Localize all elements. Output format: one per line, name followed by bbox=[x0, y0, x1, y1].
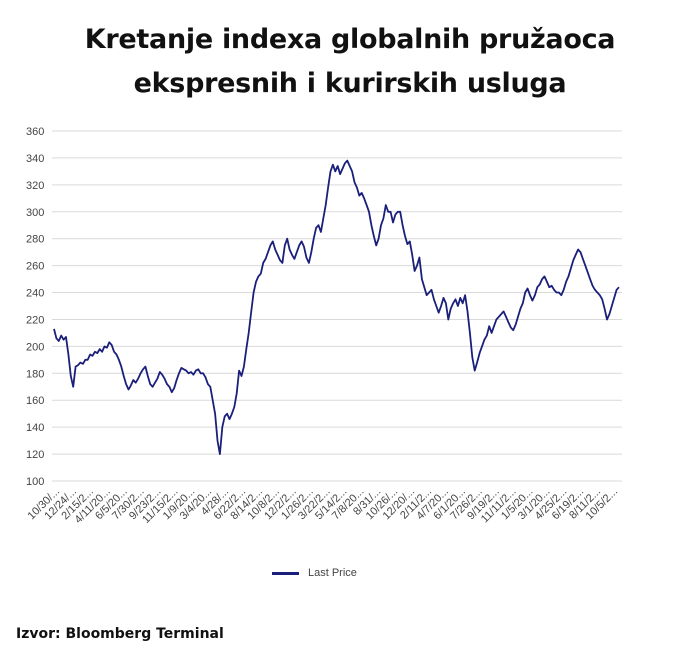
y-tick-label: 280 bbox=[26, 234, 44, 246]
y-tick-label: 260 bbox=[26, 261, 44, 273]
legend-swatch bbox=[272, 571, 299, 575]
y-tick-label: 140 bbox=[26, 422, 44, 434]
x-axis-ticks: 10/30/...12/24/...2/15/2...4/11/20...6/5… bbox=[26, 486, 621, 526]
y-tick-label: 220 bbox=[26, 314, 44, 326]
legend-label: Last Price bbox=[308, 567, 357, 579]
y-tick-label: 340 bbox=[26, 153, 44, 165]
y-tick-label: 320 bbox=[26, 180, 44, 192]
source-note: Izvor: Bloomberg Terminal bbox=[16, 626, 224, 642]
y-tick-label: 160 bbox=[26, 395, 44, 407]
grid-lines bbox=[52, 130, 622, 482]
y-tick-label: 100 bbox=[26, 476, 44, 488]
y-tick-label: 180 bbox=[26, 368, 44, 380]
y-tick-label: 200 bbox=[26, 341, 44, 353]
series-layer bbox=[53, 159, 620, 455]
chart-title-line-1: Kretanje indexa globalnih pružaoca bbox=[84, 24, 616, 55]
chart-legend: Last Price bbox=[272, 567, 357, 579]
y-axis-ticks: 100 120 140 160 180 200 220 240 260 280 300 320 340 3… bbox=[26, 126, 44, 488]
y-tick-label: 300 bbox=[26, 207, 44, 219]
line-chart: 100 120 140 160 180 200 220 240 260 280 300 320 340 3… bbox=[26, 126, 622, 526]
chart-title: Kretanje indexa globalnih pružaoca ekspr… bbox=[0, 18, 700, 106]
series-line-last-price bbox=[53, 159, 620, 455]
chart-title-line-2: ekspresnih i kurirskih usluga bbox=[133, 68, 567, 99]
y-tick-label: 120 bbox=[26, 449, 44, 461]
y-tick-label: 240 bbox=[26, 288, 44, 300]
y-tick-label: 360 bbox=[26, 126, 44, 138]
